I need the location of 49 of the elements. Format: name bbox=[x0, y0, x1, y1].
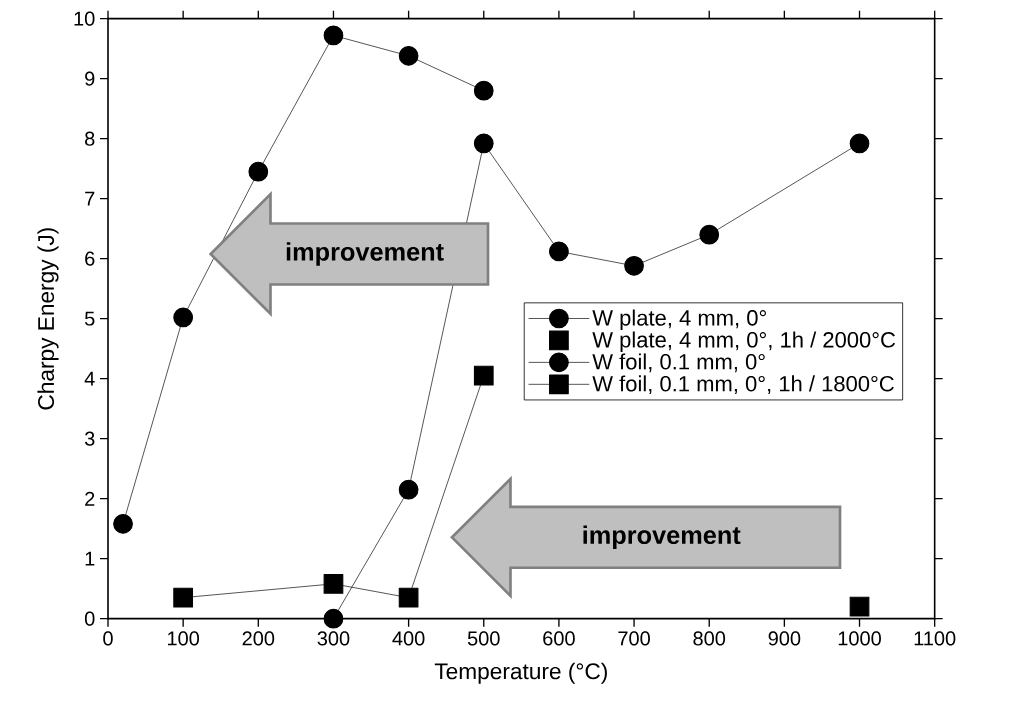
x-tick-label: 900 bbox=[768, 631, 801, 646]
legend-label: W plate, 4 mm, 0° bbox=[592, 309, 766, 331]
x-tick-label: 300 bbox=[317, 631, 350, 646]
y-tick-label: 5 bbox=[84, 311, 95, 326]
annotation: improvement bbox=[286, 242, 444, 266]
y-axis-title: Charpy Energy (J) bbox=[37, 228, 59, 410]
point bbox=[113, 513, 133, 534]
x-tick-label: 400 bbox=[392, 631, 425, 646]
point bbox=[173, 307, 194, 328]
y-tick-label: 3 bbox=[84, 431, 95, 446]
point bbox=[248, 161, 269, 182]
legend-label: W foil, 0.1 mm, 0°, 1h / 1800°C bbox=[592, 375, 894, 395]
x-tick-label: 1000 bbox=[838, 631, 881, 646]
x-tick-label: 0 bbox=[103, 631, 113, 646]
point bbox=[323, 573, 344, 594]
point bbox=[473, 365, 494, 386]
point bbox=[699, 224, 720, 245]
annotation: improvement bbox=[583, 525, 741, 550]
point bbox=[849, 133, 870, 154]
x-tick-label: 800 bbox=[693, 631, 726, 646]
point bbox=[473, 133, 494, 154]
x-tick-label: 600 bbox=[543, 631, 575, 646]
point bbox=[323, 608, 344, 629]
point bbox=[398, 45, 419, 66]
x-axis-title: Temperature (°C) bbox=[434, 662, 607, 684]
x-tick-label: 700 bbox=[618, 631, 650, 646]
y-tick-label: 6 bbox=[85, 251, 95, 266]
x-tick-label: 200 bbox=[242, 631, 275, 646]
point bbox=[849, 596, 870, 617]
point bbox=[323, 25, 344, 46]
y-tick-label: 8 bbox=[85, 131, 95, 146]
point bbox=[173, 587, 194, 608]
y-tick-label: 7 bbox=[85, 191, 95, 206]
point bbox=[398, 479, 419, 500]
x-tick-label: 100 bbox=[168, 631, 200, 646]
y-tick-label: 1 bbox=[85, 551, 95, 566]
point bbox=[624, 255, 644, 276]
legend-label: W foil, 0.1 mm, 0° bbox=[592, 353, 765, 373]
point bbox=[549, 241, 569, 262]
y-tick-label: 0 bbox=[84, 611, 95, 626]
y-tick-label: 10 bbox=[74, 11, 95, 26]
x-tick-label: 500 bbox=[467, 631, 500, 646]
y-tick-label: 9 bbox=[85, 71, 95, 86]
x-tick-label: 1100 bbox=[914, 631, 956, 646]
y-tick-label: 4 bbox=[84, 371, 95, 386]
point bbox=[473, 80, 494, 101]
y-tick-label: 2 bbox=[85, 491, 95, 506]
legend-label: W plate, 4 mm, 0°, 1h / 2000°C bbox=[592, 331, 896, 352]
point bbox=[398, 587, 419, 608]
